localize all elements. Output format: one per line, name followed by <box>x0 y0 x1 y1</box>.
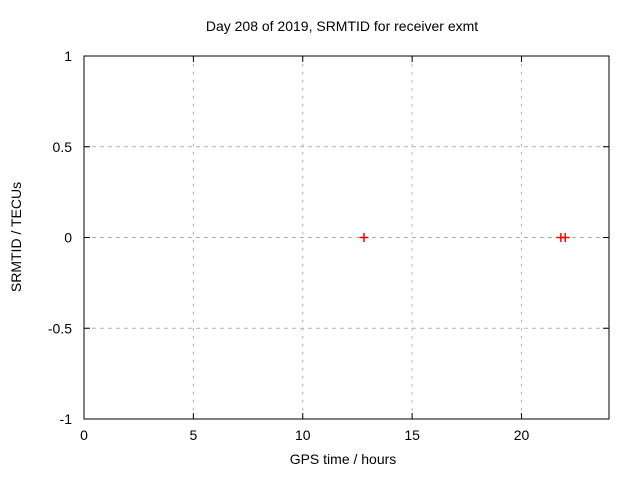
x-tick-label: 20 <box>514 427 530 443</box>
y-tick-label: -1 <box>60 411 73 427</box>
x-axis-label: GPS time / hours <box>289 451 397 467</box>
x-tick-label: 15 <box>404 427 420 443</box>
y-tick-label: -0.5 <box>48 320 72 336</box>
chart-title: Day 208 of 2019, SRMTID for receiver exm… <box>205 18 479 34</box>
y-tick-label: 1 <box>64 48 72 64</box>
plot-border <box>83 55 610 420</box>
y-tick-label: 0.5 <box>53 139 73 155</box>
x-tick-label: 5 <box>189 427 197 443</box>
y-tick-label: 0 <box>64 230 72 246</box>
x-tick-label: 0 <box>80 427 88 443</box>
x-tick-label: 10 <box>295 427 311 443</box>
